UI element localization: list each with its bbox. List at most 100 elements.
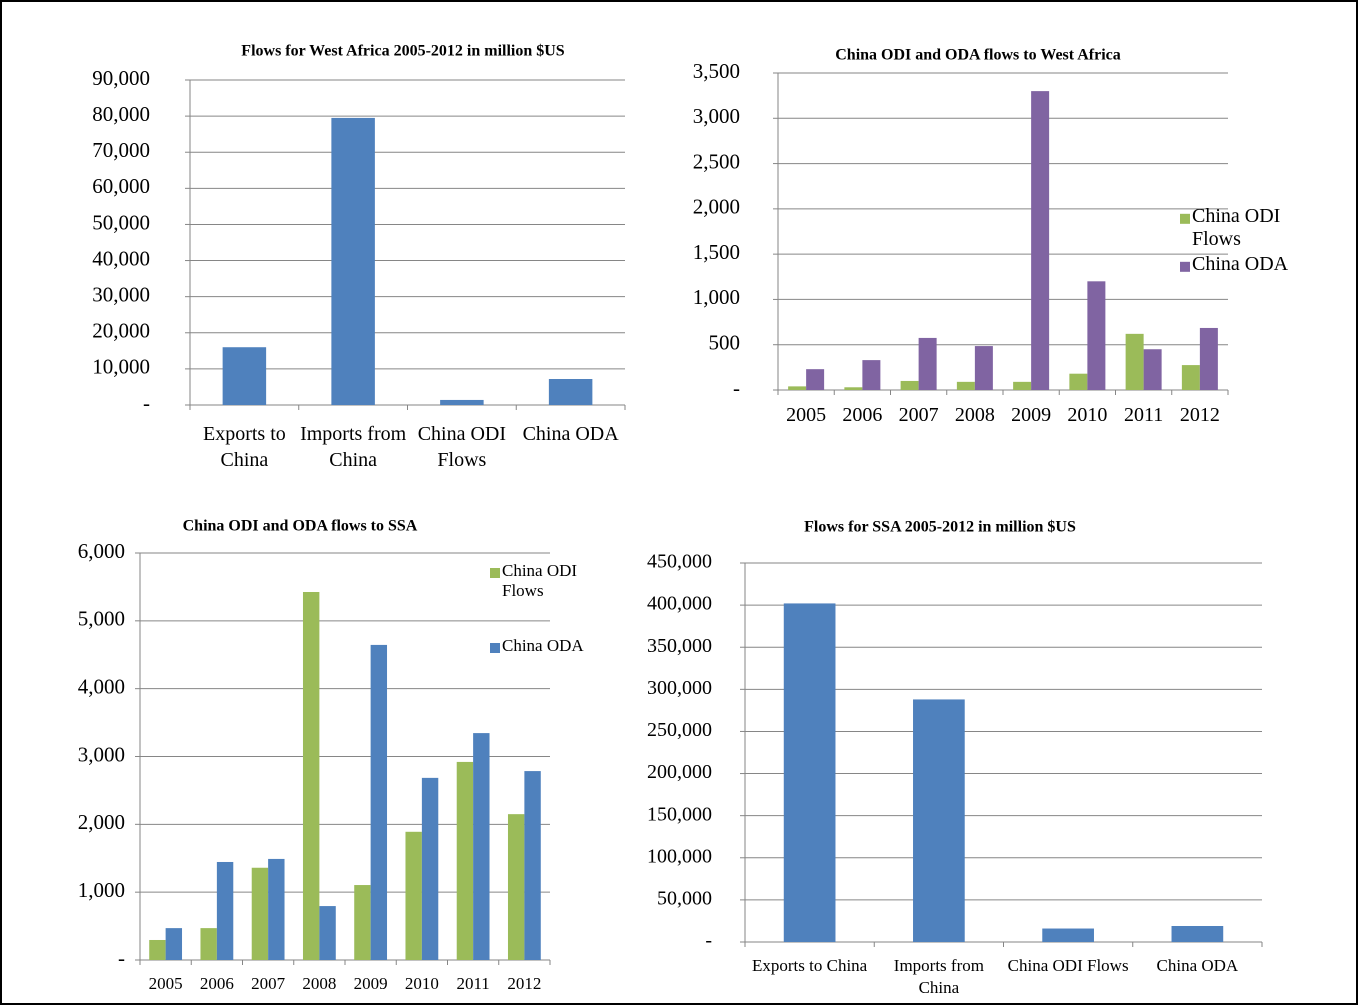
y-tick-label: 90,000 — [92, 66, 150, 90]
y-tick-label: 100,000 — [647, 845, 712, 867]
bar — [1199, 327, 1218, 390]
x-tick-label: 2007 — [251, 974, 286, 993]
x-tick-label: 2005 — [148, 974, 183, 993]
bar — [319, 906, 336, 960]
x-tick-label: 2006 — [842, 404, 883, 426]
y-tick-label: 30,000 — [92, 282, 150, 306]
bar — [405, 831, 422, 960]
y-tick-label: 20,000 — [92, 319, 150, 343]
legend-label: China ODA — [1192, 253, 1289, 276]
y-tick-label: - — [118, 946, 125, 970]
y-tick-label: 10,000 — [92, 355, 150, 379]
y-tick-label: 6,000 — [78, 539, 125, 563]
bar — [548, 379, 593, 405]
legend-label: China ODA — [502, 636, 584, 656]
bar — [1087, 281, 1106, 390]
x-tick-label: 2011 — [456, 974, 490, 993]
x-tick-label: Exports to China — [752, 956, 868, 975]
x-tick-label: China ODI Flows — [417, 423, 507, 471]
y-tick-label: - — [733, 376, 740, 400]
y-tick-label: 3,500 — [693, 59, 740, 83]
bar — [456, 761, 474, 960]
y-tick-label: 150,000 — [647, 803, 712, 825]
chart-title: China ODI and ODA flows to SSA — [183, 518, 418, 535]
x-tick-label: 2010 — [1067, 404, 1108, 426]
y-tick-label: 4,000 — [78, 674, 125, 698]
x-tick-label: 2011 — [1123, 404, 1164, 426]
x-tick-label: Exports to China — [202, 423, 286, 471]
legend-label: China ODI Flows — [502, 561, 578, 600]
x-tick-label: 2008 — [954, 404, 995, 426]
chart-title: China ODI and ODA flows to West Africa — [835, 47, 1121, 64]
bar — [200, 928, 217, 960]
bar — [913, 699, 965, 942]
bar — [1069, 373, 1088, 390]
bar — [251, 867, 269, 960]
bar — [354, 885, 371, 960]
bar — [918, 337, 937, 390]
bar — [440, 399, 484, 405]
y-tick-label: 2,000 — [78, 810, 125, 834]
chart-title: Flows for West Africa 2005-2012 in milli… — [241, 43, 565, 60]
y-tick-label: 50,000 — [92, 210, 150, 234]
y-tick-label: 2,000 — [693, 195, 740, 219]
x-tick-label: 2009 — [1011, 404, 1052, 426]
bar — [862, 360, 881, 390]
x-tick-label: 2005 — [786, 404, 827, 426]
bar — [302, 592, 320, 960]
y-tick-label: 2,500 — [693, 149, 740, 173]
bar — [216, 861, 234, 960]
x-tick-label: 2012 — [507, 974, 542, 993]
bar — [1013, 381, 1032, 390]
y-tick-label: 250,000 — [647, 719, 712, 741]
y-tick-label: 60,000 — [92, 174, 150, 198]
legend-swatch — [1180, 213, 1190, 224]
x-tick-label: 2008 — [302, 974, 337, 993]
bar — [788, 386, 807, 390]
y-tick-label: 1,000 — [693, 285, 740, 309]
y-tick-label: 70,000 — [92, 138, 150, 162]
bar — [1181, 365, 1200, 390]
bar — [806, 369, 825, 390]
x-tick-label: 2009 — [353, 974, 388, 993]
bar — [1125, 333, 1144, 390]
bar — [1171, 925, 1224, 942]
x-tick-label: China ODA — [1156, 956, 1239, 975]
y-tick-label: 50,000 — [657, 887, 712, 909]
y-tick-label: 3,000 — [78, 742, 125, 766]
bar — [421, 777, 439, 960]
y-tick-label: 350,000 — [647, 635, 712, 657]
y-tick-label: 400,000 — [647, 593, 712, 615]
x-tick-label: Imports from China — [300, 423, 407, 471]
y-tick-label: 1,000 — [78, 878, 125, 902]
y-tick-label: 80,000 — [92, 102, 150, 126]
legend-swatch — [490, 568, 500, 578]
y-tick-label: 500 — [709, 331, 741, 355]
y-tick-label: 40,000 — [92, 246, 150, 270]
y-tick-label: - — [143, 391, 150, 415]
x-tick-label: 2012 — [1179, 404, 1220, 426]
bar — [524, 771, 541, 960]
y-tick-label: 3,000 — [693, 104, 740, 128]
legend-swatch — [490, 643, 500, 653]
bar — [331, 117, 375, 406]
y-tick-label: 300,000 — [647, 677, 712, 699]
bar — [1143, 349, 1162, 390]
bar — [956, 381, 975, 390]
y-tick-label: - — [705, 930, 712, 952]
bar — [507, 814, 525, 960]
bar — [783, 603, 836, 942]
bar — [473, 733, 490, 960]
legend-label: China ODI Flows — [1192, 205, 1281, 251]
bar — [268, 858, 285, 960]
y-tick-label: 450,000 — [647, 551, 712, 573]
x-tick-label: 2010 — [404, 974, 439, 993]
bar — [900, 380, 919, 390]
bar — [844, 387, 863, 390]
bar — [1031, 91, 1050, 390]
bar — [370, 644, 388, 960]
y-tick-label: 1,500 — [693, 240, 740, 264]
x-tick-label: Imports from China — [893, 956, 984, 998]
